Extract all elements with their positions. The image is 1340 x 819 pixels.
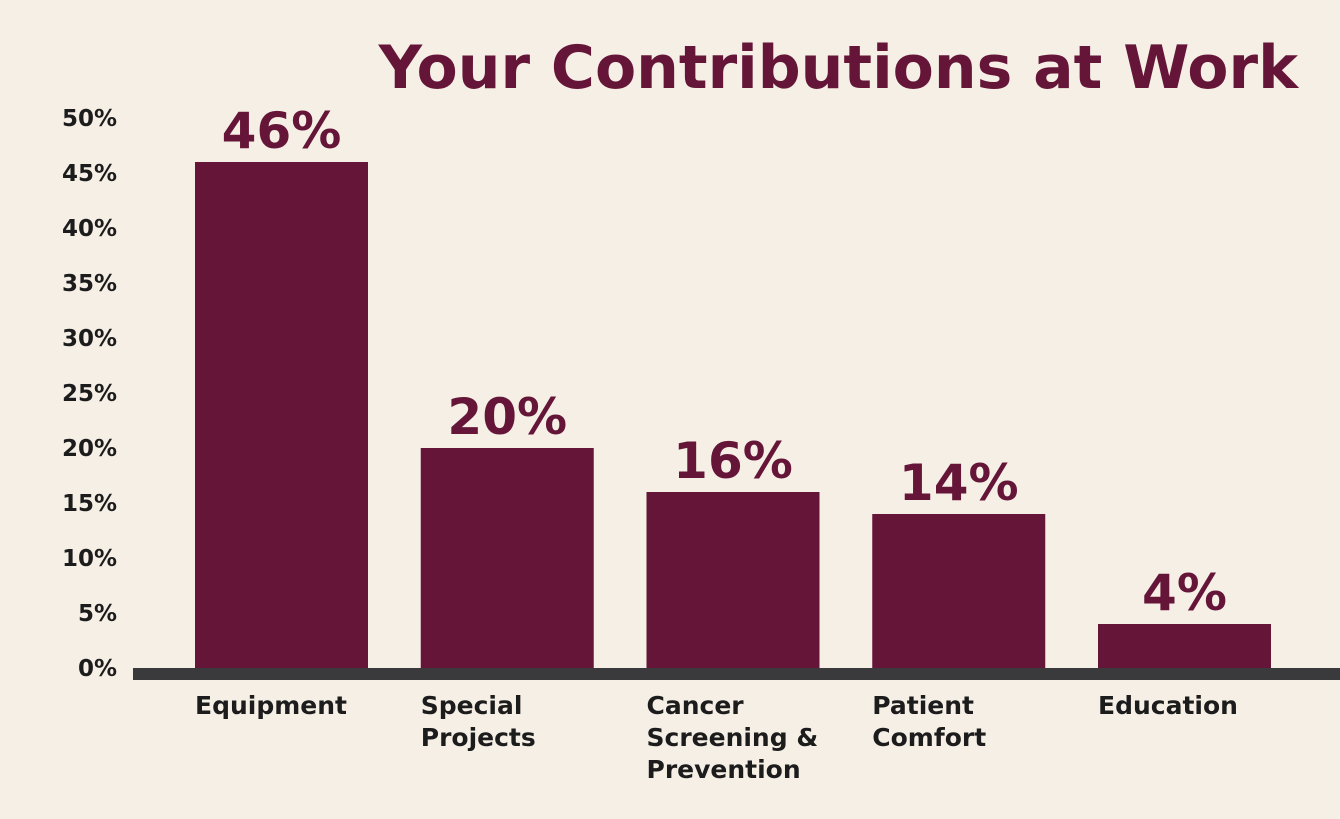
bar — [1098, 624, 1271, 668]
bar-value-label: 20% — [447, 388, 567, 446]
bar — [646, 492, 820, 668]
bar-value-label: 46% — [222, 102, 342, 160]
category-label: Screening & — [647, 723, 819, 752]
chart-title: Your Contributions at Work — [378, 33, 1301, 103]
bar — [872, 514, 1046, 668]
category-label: Equipment — [195, 691, 347, 720]
bar-value-label: 16% — [673, 432, 793, 490]
category-label: Patient — [872, 691, 974, 720]
category-label: Prevention — [647, 755, 801, 784]
y-tick-label: 35% — [62, 271, 117, 297]
category-label: Education — [1098, 691, 1238, 720]
category-labels: Equipment Special Projects Cancer Screening … — [195, 691, 1238, 784]
category-label: Comfort — [872, 723, 986, 752]
category-label: Cancer — [647, 691, 745, 720]
y-tick-label: 30% — [62, 326, 117, 352]
bars — [195, 162, 1271, 668]
y-tick-label: 25% — [62, 381, 117, 407]
bar — [420, 448, 594, 668]
bar — [195, 162, 368, 668]
y-tick-label: 5% — [78, 601, 117, 627]
category-label: Special — [421, 691, 523, 720]
data-labels: 46% 20% 16% 14% 4% — [222, 102, 1227, 622]
x-axis-line — [133, 668, 1340, 680]
category-label: Projects — [421, 723, 536, 752]
y-axis-ticks: 0% 5% 10% 15% 20% 25% 30% 35% 40% 45% 50% — [62, 106, 117, 682]
y-tick-label: 20% — [62, 436, 117, 462]
y-tick-label: 45% — [62, 161, 117, 187]
y-tick-label: 40% — [62, 216, 117, 242]
bar-value-label: 14% — [899, 454, 1019, 512]
y-tick-label: 0% — [78, 656, 117, 682]
y-tick-label: 15% — [62, 491, 117, 517]
y-tick-label: 10% — [62, 546, 117, 572]
y-tick-label: 50% — [62, 106, 117, 132]
bar-value-label: 4% — [1142, 564, 1227, 622]
